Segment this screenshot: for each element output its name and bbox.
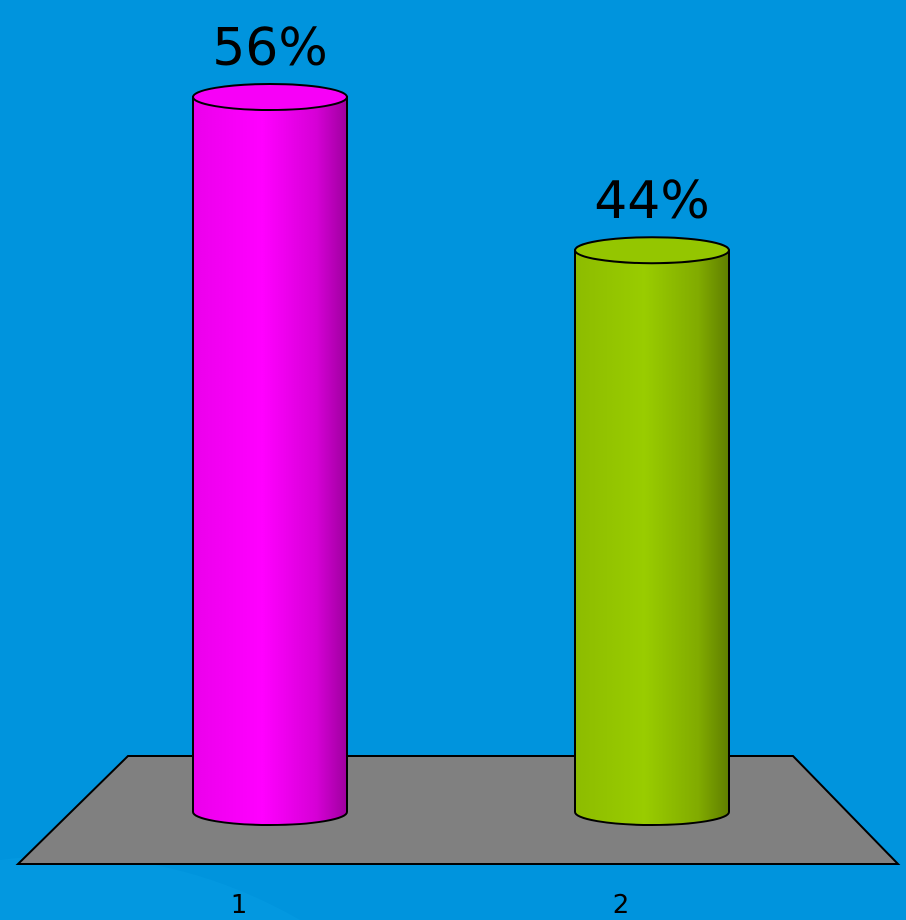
- bar-2: [574, 249, 730, 826]
- x-tick-label-2: 2: [613, 890, 630, 920]
- bar-top-2: [574, 236, 730, 265]
- bar-top-1: [192, 83, 348, 111]
- bar-1: [192, 96, 348, 826]
- data-label-1: 56%: [212, 18, 328, 78]
- x-tick-label-1: 1: [231, 890, 248, 920]
- labels-layer: 56% 44%: [212, 18, 710, 231]
- chart-floor: [15, 755, 901, 865]
- data-label-2: 44%: [594, 171, 710, 231]
- bars-layer: [192, 83, 730, 826]
- background-glow: [0, 856, 300, 920]
